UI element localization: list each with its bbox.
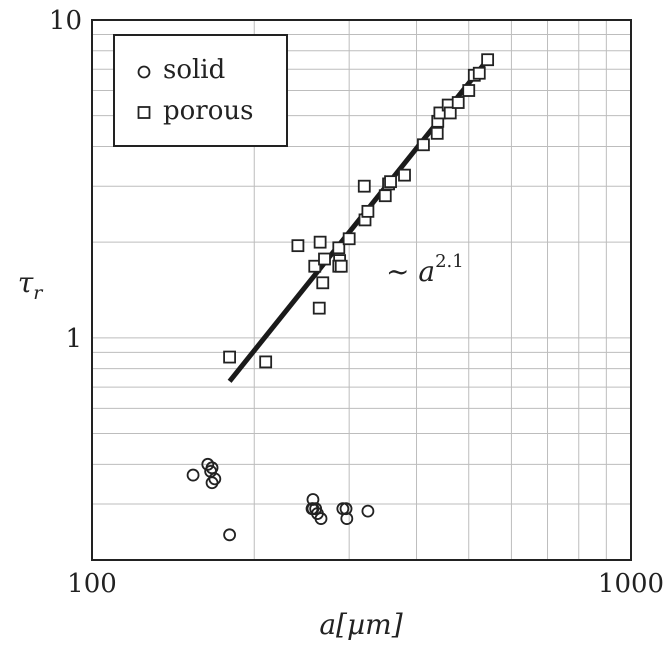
porous-point [384,175,397,189]
porous-point [443,106,457,120]
fit-annotation-exponent: 2.1 [435,251,464,272]
porous-point [259,355,273,369]
legend-label-porous: porous [163,96,253,126]
porous-point [451,96,465,109]
porous-point [378,189,392,203]
porous-point [357,179,371,193]
porous-point [223,350,236,364]
solid-point [208,472,222,486]
legend-label-solid: solid [163,55,225,85]
legend: solid porous [113,34,288,147]
porous-point [481,53,495,67]
solid-point [361,504,375,518]
solid-point [314,512,328,525]
y-tick-label: 1 [65,324,82,354]
plot-frame [91,19,632,561]
solid-point [340,512,354,525]
fit-annotation-base: ~ a [386,255,435,288]
data-points [186,53,495,542]
tick-labels: 100 1000 1 10 [49,6,664,599]
y-tick-label: 10 [49,6,82,36]
porous-point [316,276,330,290]
legend-marker-solid [137,65,151,79]
porous-point [342,232,356,246]
solid-point [186,468,200,482]
porous-point [308,259,322,273]
porous-point [318,252,331,266]
y-axis-label: τr [18,266,45,304]
porous-point [334,259,348,273]
x-tick-label: 1000 [598,569,664,599]
porous-point [472,66,486,80]
porous-point [332,241,346,255]
solid-point [223,528,236,542]
porous-point [361,204,375,218]
solid-point [306,493,320,506]
legend-box [113,34,288,147]
porous-point [291,239,305,253]
porous-point [398,168,411,182]
porous-point [312,301,326,315]
x-tick-label: 100 [67,569,117,599]
x-axis-label: a[µm] [319,608,402,641]
porous-point [430,126,444,140]
solid-point [339,502,353,516]
fit-annotation: ~ a2.1 [386,251,464,288]
porous-point [417,138,430,152]
porous-point [313,235,327,249]
legend-marker-porous [137,106,151,119]
porous-point [462,84,476,97]
